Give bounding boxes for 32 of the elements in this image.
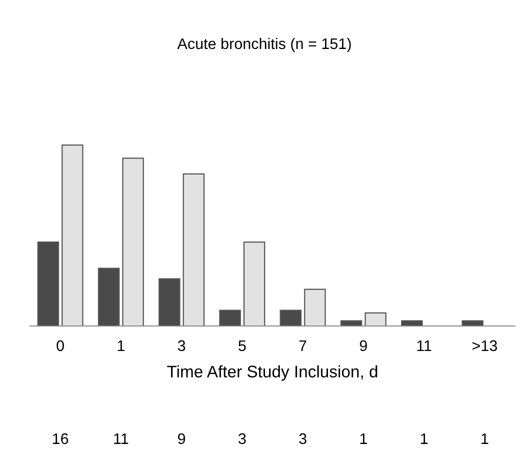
bar — [98, 268, 120, 326]
x-tick-label: 0 — [56, 340, 64, 352]
x-tick-label: >13 — [472, 340, 497, 352]
bar — [158, 278, 180, 326]
bar — [462, 320, 484, 326]
bar — [243, 242, 266, 326]
bar — [340, 320, 362, 326]
data-label: 1 — [482, 433, 488, 444]
bar — [182, 173, 205, 326]
data-label: 9 — [178, 433, 186, 444]
data-label: 1 — [420, 433, 428, 444]
bar — [280, 310, 302, 326]
x-tick-label: 3 — [178, 340, 186, 352]
x-tick-label: 7 — [299, 340, 306, 351]
bar — [62, 144, 84, 326]
data-label: 11 — [114, 433, 128, 444]
data-label: 1 — [360, 433, 367, 444]
bar — [304, 288, 326, 326]
x-axis-title: Time After Study Inclusion, d — [167, 365, 378, 381]
x-tick-label: 9 — [360, 340, 367, 352]
data-label: 3 — [299, 433, 306, 444]
bar — [364, 312, 386, 326]
bar — [401, 320, 423, 326]
bar — [219, 310, 241, 326]
x-tick-label: 5 — [238, 340, 246, 352]
x-tick-label: 1 — [118, 340, 124, 351]
chart-title: Acute bronchitis (n = 151) — [177, 38, 351, 52]
bar — [37, 242, 60, 326]
x-tick-label: 11 — [417, 340, 432, 351]
bar — [122, 158, 144, 326]
data-label: 3 — [238, 433, 246, 444]
data-label: 16 — [52, 433, 68, 444]
